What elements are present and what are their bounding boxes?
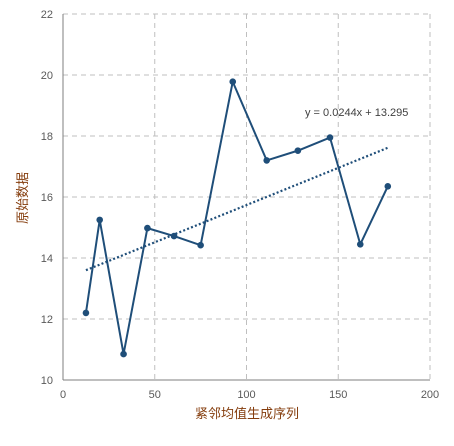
data-point <box>356 240 364 248</box>
y-tick-label: 12 <box>41 314 53 326</box>
series <box>82 78 392 358</box>
y-tick-label: 14 <box>41 253 53 265</box>
trendline <box>85 146 389 272</box>
grid <box>63 13 431 380</box>
data-point <box>263 157 270 164</box>
trendline-equation-label: y = 0.0244x + 13.295 <box>305 107 408 119</box>
axes: 0 50 100 150 200 10 12 14 16 18 20 22 <box>41 9 439 401</box>
y-tick-label: 10 <box>41 375 53 387</box>
data-point <box>144 224 151 232</box>
x-tick-label: 150 <box>329 389 347 401</box>
y-tick-label: 16 <box>41 192 53 204</box>
labels: y = 0.0244x + 13.295 紧邻均值生成序列 原始数据 <box>15 107 408 421</box>
x-tick-label: 100 <box>237 389 255 401</box>
data-point <box>120 350 127 358</box>
y-tick-label: 20 <box>41 70 53 82</box>
data-point <box>96 216 103 224</box>
data-point <box>170 232 178 240</box>
y-tick-label: 22 <box>41 9 53 21</box>
series-line <box>84 80 389 356</box>
x-tick-label: 0 <box>60 389 66 401</box>
x-tick-label: 200 <box>421 389 439 401</box>
x-tick-label: 50 <box>149 389 161 401</box>
data-point <box>294 147 302 154</box>
y-axis-title: 原始数据 <box>15 172 30 224</box>
trendline-line <box>85 146 389 272</box>
x-axis-title: 紧邻均值生成序列 <box>195 406 299 421</box>
data-point <box>229 78 237 86</box>
data-point <box>384 183 392 190</box>
data-point <box>82 309 90 317</box>
data-point <box>326 134 334 141</box>
data-point <box>197 241 204 249</box>
y-tick-label: 18 <box>41 131 53 143</box>
